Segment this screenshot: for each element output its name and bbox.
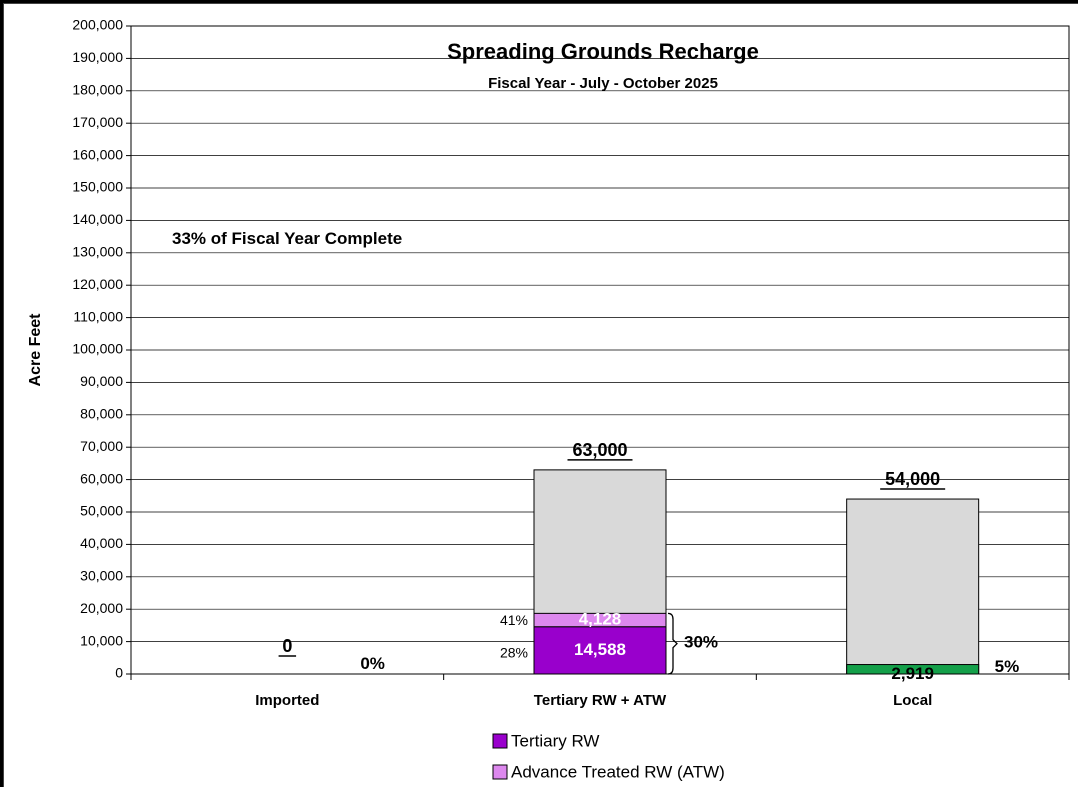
bar-segment-series-2-cat-2: [533, 612, 667, 628]
segment-label-atw: 4,128: [579, 610, 622, 629]
tertiary-segment-pct: 28%: [500, 644, 528, 660]
bracket: [667, 612, 678, 675]
y-tick-label: 200,000: [72, 17, 123, 33]
y-tick-label: 110,000: [73, 308, 123, 324]
percent-label-imported: 0%: [360, 654, 385, 673]
labels: Imported Tertiary RW + ATW Local 0 63,000 54,…: [255, 440, 1019, 709]
legend-label-atw: Advance Treated RW (ATW): [511, 762, 725, 781]
legend-swatch-atw: [492, 764, 508, 780]
segment-label-imported: -: [284, 660, 290, 679]
y-tick-label: 180,000: [72, 82, 123, 98]
y-tick-label: 190,000: [72, 49, 123, 65]
percent-label-local: 5%: [995, 657, 1020, 676]
atw-segment-pct: 41%: [500, 612, 528, 628]
bar-goal-3: [846, 498, 980, 675]
y-tick-label: 20,000: [80, 600, 123, 616]
bar-segment-series-3-cat-3: [846, 664, 980, 675]
bars: [533, 469, 980, 675]
y-tick-label: 150,000: [72, 179, 123, 195]
chart-title: Spreading Grounds Recharge: [447, 39, 759, 64]
y-tick-label: 10,000: [80, 632, 123, 648]
y-tick-label: 90,000: [80, 373, 123, 389]
fiscal-year-note: 33% of Fiscal Year Complete: [172, 229, 402, 248]
segment-label-tertiary: 14,588: [574, 640, 626, 659]
y-tick-label: 60,000: [80, 470, 123, 486]
y-tick-label: 100,000: [72, 341, 123, 357]
x-category-label: Local: [893, 692, 932, 709]
x-category-label: Tertiary RW + ATW: [534, 692, 667, 709]
y-tick-label: 140,000: [72, 211, 123, 227]
goal-label-3: 54,000: [885, 469, 940, 489]
bar-segment-series-1-cat-2: [533, 626, 667, 675]
y-tick-label: 130,000: [72, 244, 123, 260]
legend-label-tertiary: Tertiary RW: [511, 731, 599, 750]
y-tick-label: 160,000: [72, 146, 123, 162]
y-tick-label: 30,000: [80, 568, 123, 584]
legend: Tertiary RW Advance Treated RW (ATW): [492, 731, 725, 781]
y-tick-label: 50,000: [80, 503, 123, 519]
goal-label-2: 63,000: [572, 440, 627, 460]
y-tick-label: 70,000: [80, 438, 123, 454]
legend-swatch-tertiary: [492, 733, 508, 749]
y-tick-label: 80,000: [80, 406, 123, 422]
y-axis: 0 10,000 20,000 30,000 40,000 50,000 60,000 70,…: [72, 17, 1070, 681]
x-category-label: Imported: [255, 692, 319, 709]
percent-label-tertiary: 30%: [684, 633, 718, 652]
y-axis-label: Acre Feet: [27, 313, 44, 387]
chart-subtitle: Fiscal Year - July - October 2025: [488, 75, 718, 92]
segment-label-local: 2,919: [891, 664, 934, 683]
y-tick-label: 0: [115, 665, 123, 681]
y-tick-label: 170,000: [72, 114, 123, 130]
goal-label-1: 0: [282, 636, 292, 656]
y-tick-label: 40,000: [80, 535, 123, 551]
y-tick-label: 120,000: [72, 276, 123, 292]
